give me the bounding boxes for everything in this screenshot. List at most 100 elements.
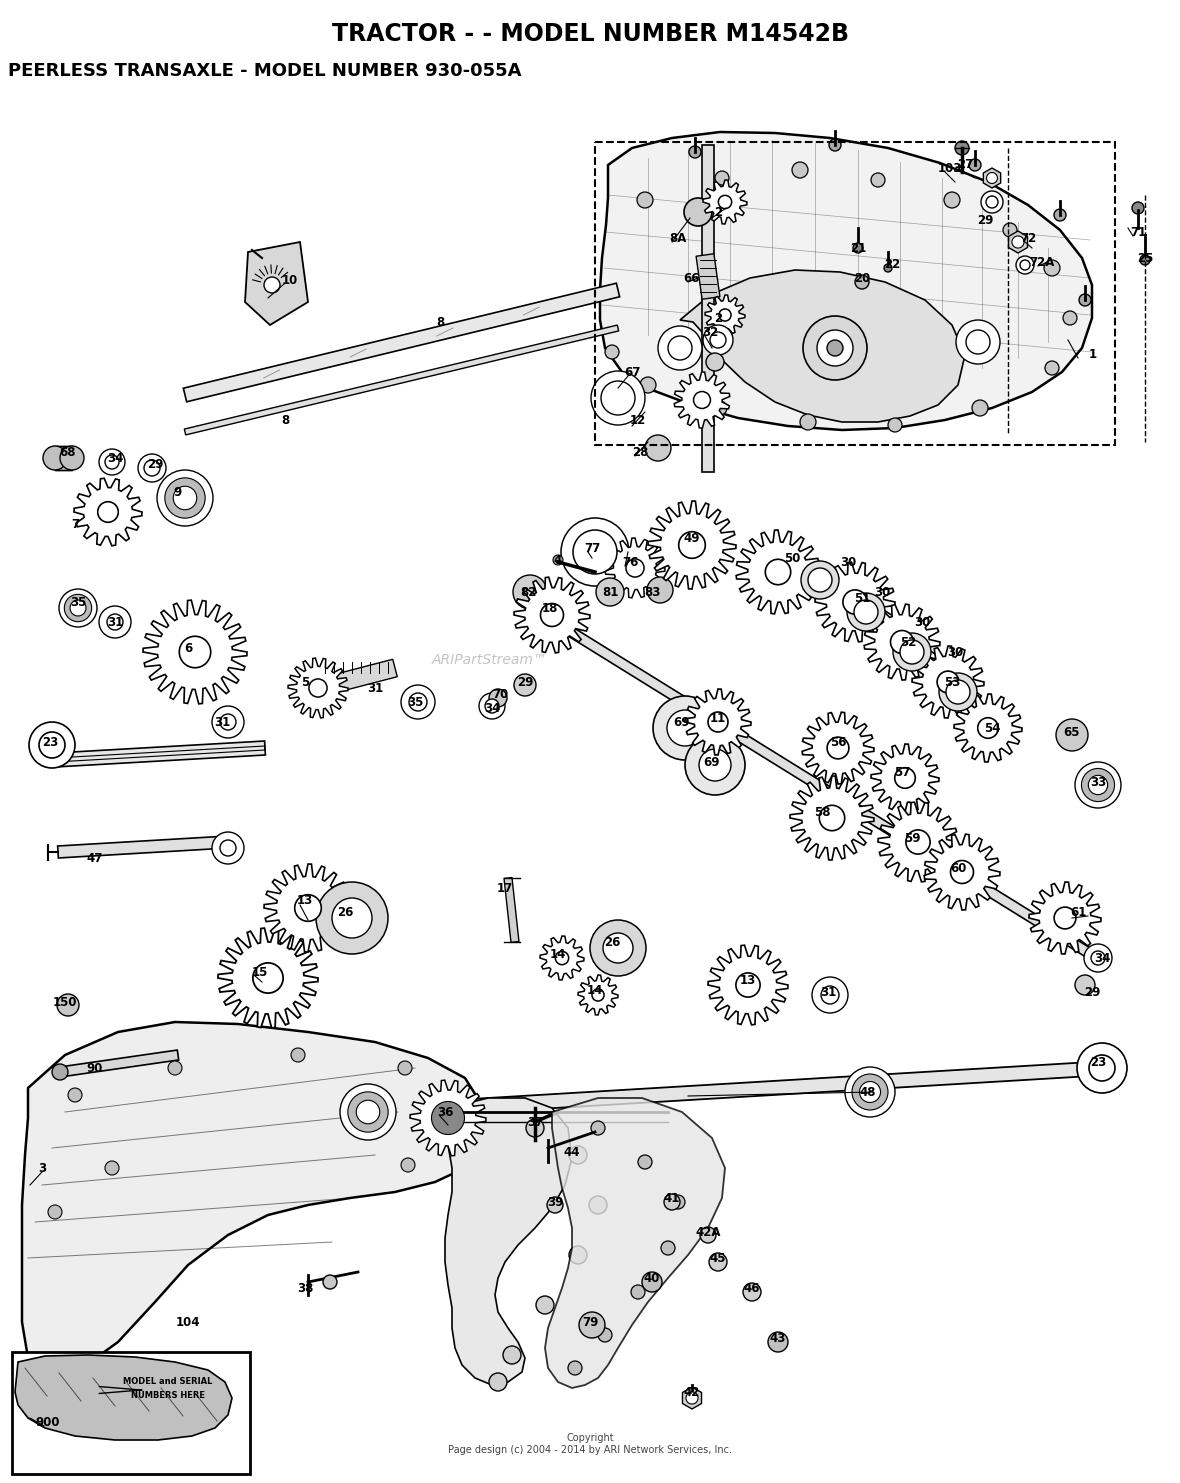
Polygon shape: [1029, 882, 1101, 954]
Circle shape: [536, 1296, 553, 1314]
Circle shape: [1054, 209, 1066, 221]
Text: 77: 77: [584, 541, 601, 555]
Circle shape: [264, 277, 280, 294]
Circle shape: [689, 145, 701, 159]
Circle shape: [719, 308, 732, 320]
Text: 81: 81: [602, 586, 618, 599]
Polygon shape: [184, 325, 618, 435]
Polygon shape: [540, 936, 584, 980]
Circle shape: [1140, 255, 1150, 265]
Circle shape: [710, 332, 726, 349]
Circle shape: [212, 706, 244, 739]
Text: 103: 103: [938, 162, 962, 175]
Circle shape: [906, 830, 930, 854]
Text: 30: 30: [874, 586, 890, 599]
Circle shape: [568, 1361, 582, 1375]
Circle shape: [603, 933, 632, 962]
Polygon shape: [871, 744, 939, 813]
Text: 26: 26: [604, 936, 621, 949]
Polygon shape: [143, 601, 247, 704]
Polygon shape: [55, 446, 72, 470]
Circle shape: [664, 1194, 680, 1210]
Text: 72: 72: [1020, 231, 1036, 245]
Circle shape: [736, 973, 760, 997]
Circle shape: [316, 882, 388, 954]
Text: 30: 30: [946, 645, 963, 658]
Circle shape: [514, 673, 536, 696]
Circle shape: [340, 1084, 396, 1140]
Circle shape: [1092, 951, 1104, 965]
Circle shape: [900, 641, 924, 664]
Circle shape: [138, 454, 166, 482]
Polygon shape: [680, 270, 965, 423]
Polygon shape: [15, 1355, 232, 1440]
Circle shape: [569, 1146, 586, 1164]
Circle shape: [709, 1253, 727, 1271]
Circle shape: [706, 353, 725, 371]
Circle shape: [845, 1066, 894, 1117]
Text: ARIPartStream™: ARIPartStream™: [432, 653, 548, 667]
Polygon shape: [74, 478, 142, 546]
Circle shape: [821, 986, 839, 1004]
Circle shape: [694, 392, 710, 408]
Circle shape: [939, 673, 977, 710]
Circle shape: [827, 737, 848, 759]
Text: 69: 69: [703, 755, 720, 768]
Text: 25: 25: [1136, 252, 1153, 264]
Polygon shape: [245, 242, 308, 325]
Text: 17: 17: [497, 881, 513, 894]
Text: 15: 15: [251, 965, 268, 979]
Circle shape: [631, 1284, 645, 1299]
Circle shape: [142, 1397, 149, 1403]
Text: 18: 18: [542, 602, 558, 614]
Circle shape: [766, 559, 791, 584]
Text: 150: 150: [53, 995, 77, 1008]
Circle shape: [173, 486, 197, 510]
Circle shape: [768, 1332, 788, 1352]
Text: 42A: 42A: [695, 1225, 721, 1238]
Text: 76: 76: [622, 556, 638, 568]
Polygon shape: [218, 928, 317, 1028]
Text: 8: 8: [435, 316, 444, 329]
Circle shape: [591, 1121, 605, 1134]
Text: 14: 14: [550, 949, 566, 961]
Circle shape: [986, 172, 997, 184]
Circle shape: [708, 712, 728, 733]
Text: 48: 48: [860, 1086, 877, 1099]
Polygon shape: [22, 1022, 481, 1375]
Circle shape: [743, 1283, 761, 1301]
Polygon shape: [409, 1080, 486, 1155]
Circle shape: [1077, 1043, 1127, 1093]
Polygon shape: [924, 833, 999, 911]
Polygon shape: [288, 658, 348, 718]
Circle shape: [946, 681, 970, 704]
Circle shape: [219, 713, 236, 730]
Circle shape: [889, 418, 902, 432]
Text: 70: 70: [492, 688, 509, 701]
Circle shape: [579, 1312, 605, 1338]
Circle shape: [1088, 776, 1108, 795]
Circle shape: [401, 685, 435, 719]
Circle shape: [801, 561, 839, 599]
Text: 29: 29: [146, 458, 163, 472]
Circle shape: [625, 559, 644, 577]
Text: 46: 46: [743, 1281, 760, 1295]
Circle shape: [1089, 1054, 1115, 1081]
Circle shape: [951, 860, 973, 884]
Circle shape: [703, 325, 733, 354]
Circle shape: [819, 805, 845, 830]
Circle shape: [30, 722, 76, 768]
Circle shape: [847, 593, 885, 630]
Circle shape: [573, 529, 617, 574]
Text: TRACTOR - - MODEL NUMBER M14542B: TRACTOR - - MODEL NUMBER M14542B: [332, 22, 848, 46]
Circle shape: [642, 1272, 662, 1292]
Circle shape: [560, 518, 629, 586]
Text: 69: 69: [674, 715, 690, 728]
Circle shape: [817, 331, 853, 366]
Text: 45: 45: [709, 1252, 726, 1265]
Text: 34: 34: [107, 451, 123, 464]
Circle shape: [144, 460, 160, 476]
Text: 83: 83: [644, 586, 660, 599]
Text: 35: 35: [407, 696, 424, 709]
Text: 34: 34: [1094, 952, 1110, 964]
